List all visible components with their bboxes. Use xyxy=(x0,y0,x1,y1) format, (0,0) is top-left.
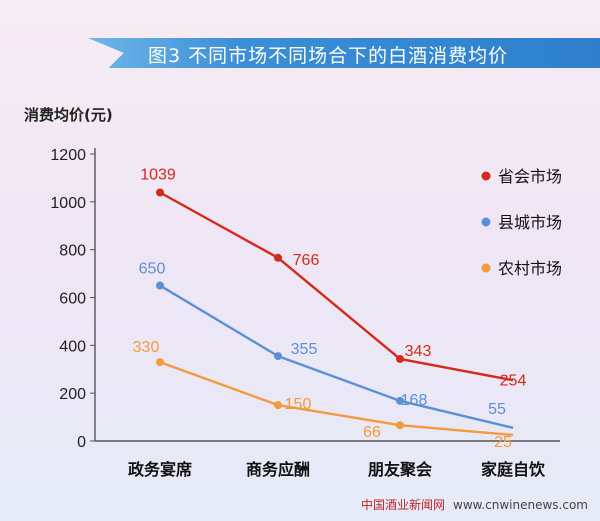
data-point xyxy=(156,281,164,290)
y-tick-label: 400 xyxy=(59,338,86,355)
series-line-1 xyxy=(159,191,514,382)
legend-label: 县城市场 xyxy=(498,213,562,232)
legend-marker xyxy=(481,171,491,181)
data-label: 254 xyxy=(500,372,527,389)
title-banner xyxy=(88,38,600,68)
data-label: 650 xyxy=(139,261,166,278)
data-point xyxy=(274,253,282,262)
data-label: 330 xyxy=(133,339,160,356)
data-point xyxy=(156,358,164,367)
data-point xyxy=(156,188,164,197)
chart-title: 图3 不同市场不同场合下的白酒消费均价 xyxy=(148,45,509,67)
y-tick-label: 200 xyxy=(59,386,86,403)
legend-label: 省会市场 xyxy=(498,167,562,186)
data-label: 343 xyxy=(405,343,432,360)
data-label: 766 xyxy=(293,252,320,269)
y-tick-label: 1200 xyxy=(50,147,86,164)
legend-marker xyxy=(481,217,491,227)
legend-marker xyxy=(481,263,491,273)
y-axis-label: 消费均价(元) xyxy=(24,106,113,124)
y-tick-label: 1000 xyxy=(50,195,86,212)
data-point xyxy=(274,352,282,361)
data-label: 55 xyxy=(488,401,506,418)
data-point xyxy=(274,401,282,410)
x-tick-label: 家庭自饮 xyxy=(481,460,546,479)
watermark-cn: 中国酒业新闻网 xyxy=(360,498,445,512)
x-tick-label: 朋友聚会 xyxy=(368,460,432,479)
y-tick-label: 0 xyxy=(77,434,86,451)
data-label: 355 xyxy=(291,341,318,358)
data-point xyxy=(396,421,404,430)
series-line-2 xyxy=(159,284,514,430)
x-tick-label: 政务宴席 xyxy=(128,460,192,479)
data-label: 1039 xyxy=(140,167,176,184)
y-tick-label: 800 xyxy=(59,243,86,260)
data-point xyxy=(396,396,404,405)
data-label: 168 xyxy=(401,392,428,409)
watermark: 中国酒业新闻网 www.cnwinenews.com xyxy=(361,496,588,513)
legend-label: 农村市场 xyxy=(498,259,562,278)
y-tick-label: 600 xyxy=(59,291,86,308)
x-tick-label: 商务应酬 xyxy=(246,460,310,479)
data-label: 25 xyxy=(494,434,512,451)
watermark-url: www.cnwinenews.com xyxy=(453,498,588,512)
data-point xyxy=(396,354,404,363)
series-line-3 xyxy=(159,360,514,437)
data-label: 66 xyxy=(363,424,381,441)
data-label: 150 xyxy=(285,396,312,413)
